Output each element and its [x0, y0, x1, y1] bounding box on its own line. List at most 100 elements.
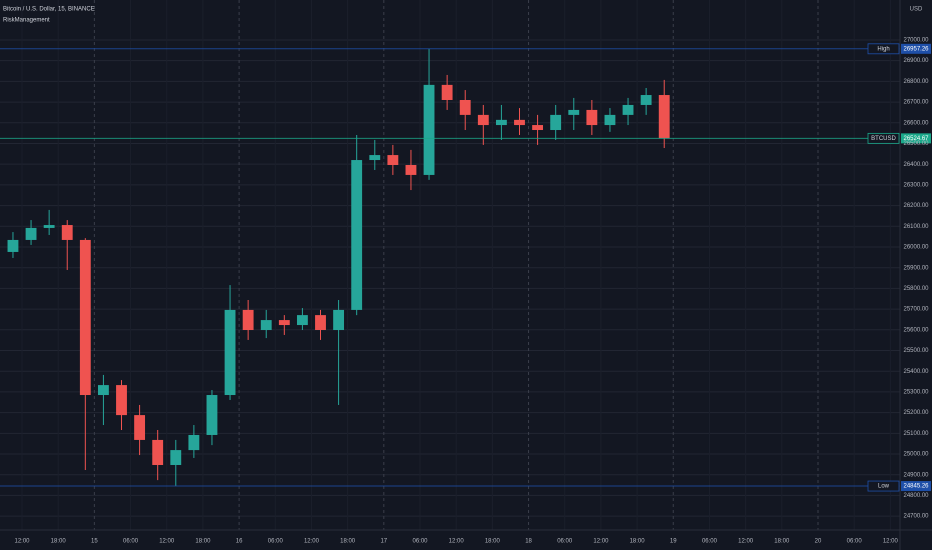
y-tick-label: 26300.00: [903, 182, 929, 188]
candle-body: [152, 439, 164, 465]
x-tick-label: 06:00: [123, 539, 139, 545]
x-tick-label: 18:00: [195, 539, 211, 545]
x-tick-label: 18:00: [774, 539, 790, 545]
candle-body: [188, 434, 200, 451]
x-tick-label: 12:00: [304, 539, 320, 545]
x-tick-label: 12:00: [883, 539, 899, 545]
x-tick-label: 12:00: [738, 539, 754, 545]
candle-body: [640, 95, 652, 105]
price-label: 26957.26: [903, 46, 929, 52]
candle-body: [550, 114, 562, 131]
candle-body: [568, 109, 580, 115]
x-tick-label: 12:00: [593, 539, 609, 545]
x-tick-label: 17: [380, 539, 387, 545]
candle-body: [170, 450, 182, 465]
price-label-bg: [901, 481, 931, 492]
x-tick-label: 06:00: [268, 539, 284, 545]
candle-body: [387, 155, 399, 166]
price-label-bg: [901, 133, 931, 144]
price-tag-label: BTCUSD: [871, 136, 896, 142]
price-tag-label: High: [877, 46, 889, 52]
price-label: 24845.26: [903, 484, 929, 490]
y-tick-label: 24700.00: [903, 514, 929, 520]
candle-body: [351, 160, 363, 310]
candle-body: [441, 84, 453, 100]
candle-body: [405, 165, 417, 175]
y-tick-label: 24900.00: [903, 472, 929, 478]
candle-body: [423, 84, 435, 175]
candle-body: [658, 95, 670, 139]
y-tick-label: 26500.00: [903, 141, 929, 147]
candle-body: [206, 395, 218, 435]
y-tick-label: 26400.00: [903, 162, 929, 168]
x-tick-label: 06:00: [847, 539, 863, 545]
candle-body: [622, 104, 634, 115]
y-tick-label: 26800.00: [903, 79, 929, 85]
y-tick-label: 26200.00: [903, 203, 929, 209]
price-label-bg: [901, 43, 931, 54]
y-tick-label: 26600.00: [903, 120, 929, 126]
y-tick-label: 25200.00: [903, 410, 929, 416]
candle-body: [495, 119, 507, 126]
candle-body: [369, 155, 381, 161]
y-tick-label: 25000.00: [903, 452, 929, 458]
x-tick-label: 20: [815, 539, 822, 545]
candle-body: [224, 309, 236, 396]
candle-body: [333, 309, 345, 331]
x-tick-label: 19: [670, 539, 677, 545]
x-tick-label: 18:00: [630, 539, 646, 545]
candle-body: [7, 239, 19, 252]
y-tick-label: 25100.00: [903, 431, 929, 437]
candle-body: [477, 114, 489, 126]
y-tick-label: 25400.00: [903, 369, 929, 375]
price-tag-label: Low: [878, 484, 890, 490]
candle-body: [604, 114, 616, 126]
grid: [0, 0, 900, 530]
x-tick-label: 18:00: [340, 539, 356, 545]
y-tick-label: 27000.00: [903, 38, 929, 44]
price-label: 26524.67: [903, 136, 929, 142]
x-tick-label: 16: [236, 539, 243, 545]
y-tick-label: 25300.00: [903, 389, 929, 395]
y-tick-label: 25800.00: [903, 286, 929, 292]
price-tag-bg: [867, 480, 900, 492]
candle-body: [260, 320, 272, 331]
overlay: High 26957.26 BTCUSD 26524.67 Low 24845.26: [0, 43, 931, 492]
x-tick-label: 12:00: [15, 539, 31, 545]
candle-body: [116, 385, 127, 416]
candle-body: [459, 99, 471, 115]
candle-body: [296, 315, 308, 326]
candle-body: [532, 125, 544, 131]
indicator-name: RiskManagement: [3, 18, 50, 24]
candle-body: [278, 320, 290, 326]
candle-body: [25, 227, 37, 240]
x-tick-label: 12:00: [449, 539, 465, 545]
candle-body: [79, 239, 91, 396]
y-tick-label: 25700.00: [903, 307, 929, 313]
candles: [7, 48, 670, 487]
x-tick-label: 06:00: [557, 539, 573, 545]
candle-body: [315, 315, 326, 331]
x-tick-label: 06:00: [412, 539, 428, 545]
x-tick-label: 18:00: [51, 539, 67, 545]
x-tick-label: 06:00: [702, 539, 718, 545]
price-tag-bg: [867, 132, 900, 144]
y-tick-label: 26000.00: [903, 245, 929, 251]
y-tick-label: 24800.00: [903, 493, 929, 499]
x-tick-label: 18: [525, 539, 532, 545]
x-tick-label: 12:00: [159, 539, 175, 545]
chart-title: Bitcoin / U.S. Dollar, 15, BINANCE: [3, 7, 95, 13]
y-tick-label: 26100.00: [903, 224, 929, 230]
candle-body: [61, 225, 73, 240]
candle-body: [134, 415, 146, 440]
candle-body: [242, 309, 254, 331]
y-tick-label: 25500.00: [903, 348, 929, 354]
candle-body: [586, 109, 598, 126]
candle-body: [43, 225, 55, 228]
x-tick-label: 15: [91, 539, 98, 545]
candle-body: [514, 119, 525, 126]
y-tick-label: 26900.00: [903, 58, 929, 64]
y-tick-label: 25900.00: [903, 265, 929, 271]
